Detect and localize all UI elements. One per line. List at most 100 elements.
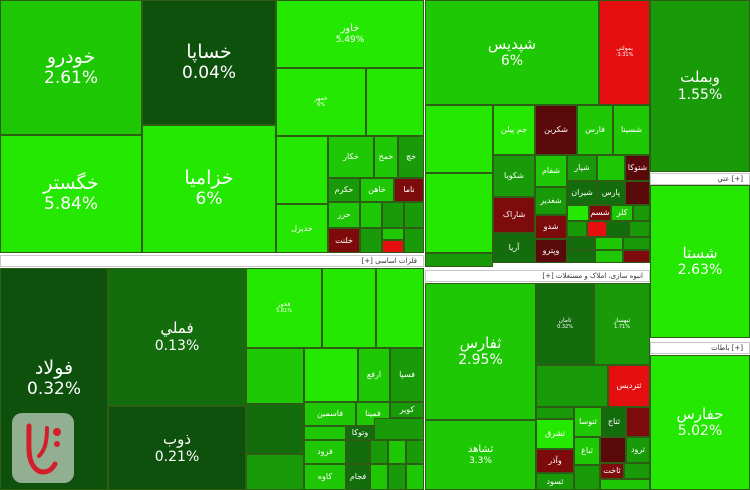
tile-small[interactable] (370, 464, 388, 490)
tile-sshahed[interactable]: ثشاهد 3.3% (425, 420, 536, 490)
tile-small[interactable] (425, 173, 493, 253)
tile-stag[interactable]: ثتاج (602, 407, 626, 437)
tile-terdis[interactable]: ثتردیس (608, 365, 650, 407)
tile-shedo[interactable]: شدو (535, 215, 567, 239)
tile-small[interactable] (382, 202, 404, 228)
tile-sbagh[interactable]: ثباغ (574, 437, 600, 465)
tile-vtokha[interactable]: ثاخت (600, 463, 624, 479)
tile-fertoka[interactable]: وتوکا (346, 426, 374, 440)
tile-shepdis[interactable]: شپدیس 6% (425, 0, 599, 105)
tile-kaveh[interactable]: کاوه (304, 464, 346, 490)
tile-khmeh[interactable]: خمح (374, 136, 398, 178)
tile-shatou[interactable]: شتوکا (625, 155, 650, 181)
tile-koor[interactable]: کویر (390, 402, 424, 418)
tile-vadar[interactable]: وآذر (536, 449, 574, 473)
tile-small[interactable] (382, 240, 404, 253)
tile-farafa[interactable]: ارفع (358, 348, 390, 402)
tile-small[interactable] (626, 407, 650, 437)
tile-sharak[interactable]: شاراک (493, 197, 535, 233)
tile-shasta[interactable]: شستا 2.63% (650, 185, 750, 338)
tile-khsapa[interactable]: خساپا 0.04% (142, 0, 276, 125)
tile-small[interactable] (595, 250, 623, 263)
tile-small[interactable] (246, 454, 304, 490)
tile-khkar[interactable]: خکار (328, 136, 374, 178)
tile-small[interactable] (567, 221, 587, 237)
tile-khkarm[interactable]: حکرم (328, 178, 360, 202)
tile-small[interactable] (536, 407, 574, 419)
tile-sharq[interactable]: ثشرق (536, 419, 574, 449)
tile-small[interactable] (382, 228, 404, 240)
tile-shafam[interactable]: شفام (535, 155, 567, 187)
tile-small[interactable] (276, 136, 328, 204)
sector-header-construction[interactable]: انبوه سازی، املاک و مستغلات [+] (425, 270, 650, 282)
tile-farse[interactable]: فارس (577, 105, 613, 155)
tile-khchamdo[interactable]: خچ (398, 136, 424, 178)
tile-small[interactable] (597, 155, 625, 181)
tile-small[interactable] (574, 465, 600, 490)
tile-shghadir[interactable]: شغدیر (535, 187, 567, 215)
tile-small[interactable] (376, 268, 424, 348)
tile-shopar[interactable]: شپار (567, 155, 597, 181)
tile-small[interactable] (567, 237, 595, 250)
tile-small[interactable] (374, 418, 424, 440)
tile-small[interactable] (425, 253, 493, 267)
tile-femeli[interactable]: فملي 0.13% (108, 268, 246, 406)
tile-small[interactable] (322, 268, 376, 348)
tile-small[interactable] (406, 464, 424, 490)
tile-small[interactable] (587, 221, 607, 237)
tile-vebmelat[interactable]: وبملت 1.55% (650, 0, 750, 172)
tile-khatoka[interactable]: خاهن (360, 178, 394, 202)
tile-fjam[interactable]: فجام (346, 464, 370, 490)
tile-small[interactable] (425, 105, 493, 173)
tile-small[interactable] (600, 437, 626, 463)
tile-small[interactable] (623, 237, 650, 250)
tile-forood[interactable]: فرود (304, 440, 346, 464)
tile-khdiz[interactable]: خدیزل (276, 204, 328, 253)
sector-header-banks[interactable]: [+] باطات (650, 342, 750, 354)
tile-khavar[interactable]: خاور 5.49% (276, 0, 424, 68)
tile-small[interactable] (567, 250, 595, 263)
tile-small[interactable] (629, 221, 650, 237)
tile-small[interactable] (595, 237, 623, 250)
tile-small[interactable] (366, 68, 424, 136)
tile-small[interactable] (404, 202, 424, 228)
tile-small[interactable] (246, 404, 304, 454)
tile-small[interactable] (246, 348, 304, 404)
tile-sefars[interactable]: ثفارس 2.95% (425, 283, 536, 420)
tile-small[interactable] (304, 426, 346, 440)
tile-shiran[interactable]: شیران (567, 181, 597, 205)
tile-vitro[interactable]: وپترو (535, 239, 567, 263)
sector-header-utilities[interactable]: [+] عتي (650, 173, 750, 185)
tile-small[interactable] (404, 228, 424, 253)
tile-sbehsaz[interactable]: ثبهساز 1.71% (594, 283, 650, 365)
tile-fakhoz[interactable]: فخوز 5.81% (246, 268, 322, 348)
tile-salman[interactable]: ثامان 0.32% (536, 283, 594, 365)
tile-fasmin[interactable]: فاسمین (304, 402, 356, 426)
tile-aria[interactable]: آریا (493, 233, 535, 263)
tile-small[interactable] (600, 479, 650, 490)
tile-nama[interactable]: ناما (394, 178, 424, 202)
tile-zob[interactable]: ذوب 0.21% (108, 406, 246, 490)
tile-khamhar[interactable]: خمهر 6% (276, 68, 366, 136)
tile-small[interactable] (388, 464, 406, 490)
sector-header-basic-metals[interactable]: فلزات اساسی [+] (0, 255, 424, 267)
tile-small[interactable] (623, 250, 650, 263)
tile-small[interactable] (406, 440, 424, 464)
tile-small[interactable] (360, 202, 382, 228)
tile-small[interactable] (624, 463, 650, 479)
tile-bmoulti[interactable]: بمولتی -3.31% (599, 0, 650, 105)
tile-small[interactable] (370, 440, 388, 464)
tile-small[interactable] (567, 205, 589, 221)
tile-khzar[interactable]: حزر (328, 202, 360, 228)
tile-khazamia[interactable]: خزامیا 6% (142, 125, 276, 253)
tile-shakoiya[interactable]: شکویا (493, 155, 535, 197)
tile-small[interactable] (536, 365, 608, 407)
tile-hafars[interactable]: حفارس 5.02% (650, 355, 750, 490)
tile-small[interactable] (625, 181, 650, 205)
tile-small[interactable] (633, 205, 650, 221)
tile-strav[interactable]: ثرود (626, 437, 650, 463)
tile-kelor[interactable]: کلر (611, 205, 633, 221)
tile-small[interactable] (360, 228, 382, 253)
tile-khodro[interactable]: خودرو 2.61% (0, 0, 142, 135)
tile-khalnat[interactable]: خلنت (328, 228, 360, 253)
